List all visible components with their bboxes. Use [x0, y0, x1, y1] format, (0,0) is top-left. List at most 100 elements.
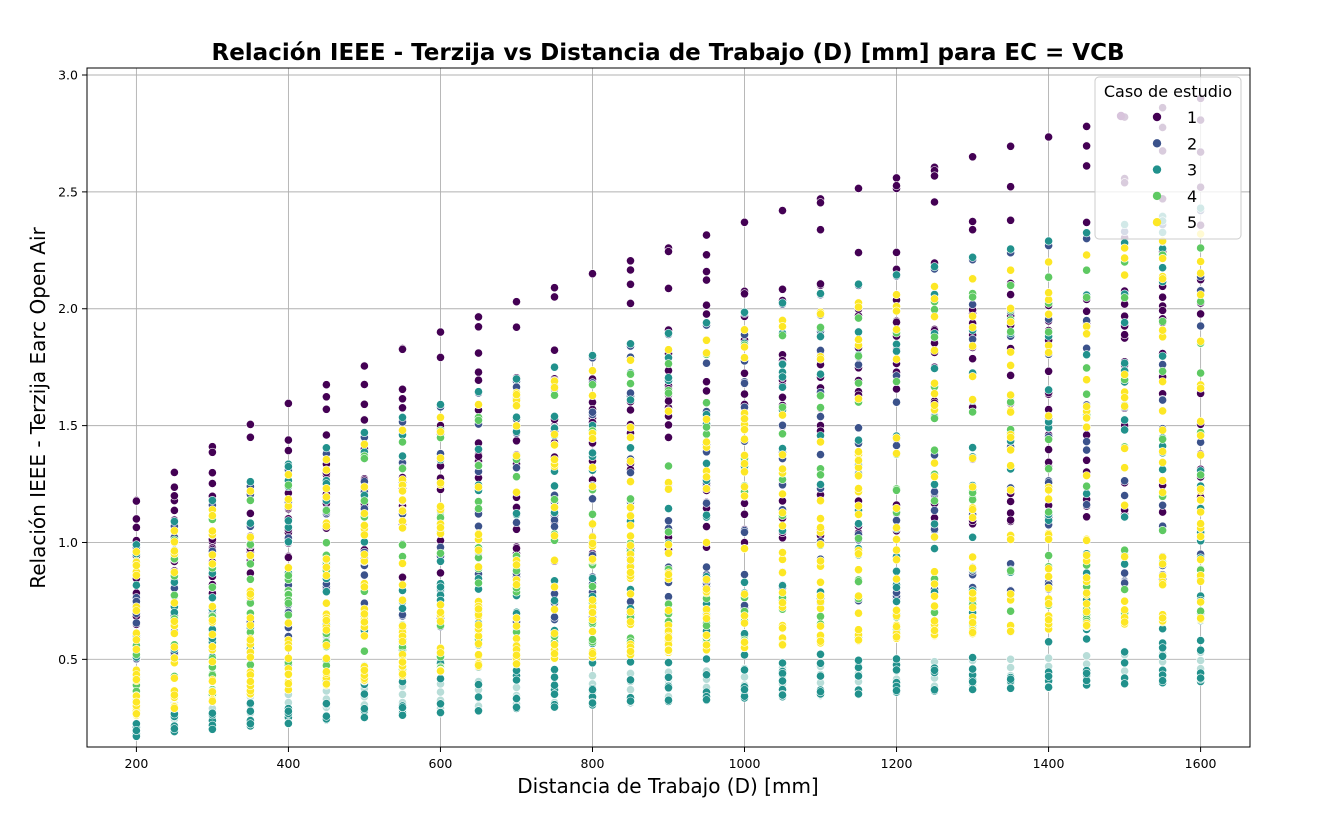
- data-point-series-3: [816, 369, 825, 379]
- data-point-series-5: [740, 618, 749, 628]
- data-point-series-4: [1120, 293, 1129, 303]
- data-point-series-5: [359, 550, 369, 559]
- data-point-series-4: [283, 480, 293, 490]
- x-tick-label: 1400: [1033, 756, 1065, 771]
- data-point-series-4: [1044, 551, 1053, 560]
- data-point-series-5: [702, 437, 711, 447]
- data-point-series-5: [1196, 597, 1205, 607]
- data-point-faded: [1006, 654, 1015, 664]
- data-point-series-3: [1196, 673, 1205, 683]
- data-point-series-5: [169, 673, 179, 683]
- data-point-series-4: [1158, 526, 1167, 535]
- data-point-series-5: [436, 427, 445, 437]
- data-point-series-5: [1006, 461, 1015, 471]
- data-point-series-1: [321, 392, 331, 402]
- data-point-series-3: [968, 685, 977, 694]
- data-point-series-1: [207, 479, 217, 488]
- data-point-series-3: [1196, 636, 1205, 645]
- data-point-series-5: [245, 486, 255, 496]
- data-point-series-5: [169, 690, 179, 700]
- data-point-series-2: [816, 412, 825, 421]
- data-point-series-5: [359, 521, 369, 530]
- data-point-series-5: [1196, 555, 1205, 564]
- data-point-series-5: [207, 602, 217, 611]
- data-point-series-3: [588, 351, 597, 360]
- data-point-series-5: [1044, 599, 1053, 609]
- data-point-series-5: [512, 390, 521, 400]
- data-point-series-4: [1006, 280, 1015, 290]
- data-point-series-4: [854, 534, 863, 543]
- data-point-series-1: [207, 447, 217, 457]
- data-point-series-3: [474, 387, 483, 397]
- data-point-series-5: [702, 414, 711, 424]
- data-point-series-5: [169, 653, 179, 663]
- data-point-series-3: [1082, 668, 1091, 678]
- data-point-series-5: [245, 635, 255, 645]
- data-point-series-5: [1120, 500, 1129, 510]
- data-point-series-5: [626, 589, 635, 599]
- data-point-series-2: [740, 570, 749, 579]
- data-point-series-5: [778, 521, 787, 531]
- data-point-series-1: [854, 183, 863, 193]
- data-point-series-5: [664, 540, 673, 550]
- data-point-series-3: [588, 698, 597, 708]
- data-point-series-5: [1044, 485, 1053, 495]
- data-point-series-2: [930, 487, 939, 497]
- data-point-series-5: [131, 547, 141, 557]
- data-point-series-5: [1044, 494, 1053, 504]
- data-point-series-3: [283, 537, 293, 547]
- data-point-series-3: [1158, 651, 1167, 661]
- data-point-series-5: [398, 621, 407, 631]
- data-point-series-1: [550, 292, 559, 302]
- data-point-series-3: [626, 675, 635, 685]
- data-point-series-3: [1120, 658, 1129, 668]
- data-point-series-3: [892, 346, 901, 356]
- data-point-series-4: [664, 461, 673, 471]
- data-point-series-5: [740, 467, 749, 477]
- data-point-series-5: [892, 433, 901, 443]
- data-point-series-5: [398, 657, 407, 667]
- data-point-series-5: [321, 679, 331, 689]
- data-point-series-5: [1196, 484, 1205, 494]
- data-point-series-5: [1196, 257, 1205, 266]
- data-point-series-5: [1082, 621, 1091, 630]
- data-point-series-5: [664, 548, 673, 558]
- data-point-series-5: [436, 501, 445, 511]
- data-point-series-4: [588, 380, 597, 390]
- data-point-series-1: [512, 436, 521, 446]
- data-point-series-1: [283, 553, 293, 562]
- data-point-series-1: [169, 491, 179, 501]
- chart-title: Relación IEEE - Terzija vs Distancia de …: [211, 40, 1124, 66]
- data-point-series-5: [930, 472, 939, 482]
- data-point-series-3: [550, 596, 559, 605]
- data-point-series-5: [550, 440, 559, 450]
- data-point-series-5: [588, 366, 597, 376]
- legend: Caso de estudio 1 2 3 4 5: [1094, 76, 1242, 240]
- data-point-series-3: [474, 444, 483, 454]
- data-point-series-5: [1196, 613, 1205, 623]
- legend-label-5: 5: [1187, 213, 1197, 232]
- data-point-series-1: [588, 269, 597, 279]
- data-point-series-3: [664, 373, 673, 383]
- data-point-series-1: [968, 152, 977, 162]
- data-point-series-4: [588, 582, 597, 591]
- data-point-series-5: [854, 510, 863, 519]
- data-point-series-5: [550, 629, 559, 638]
- data-point-series-3: [436, 556, 445, 566]
- data-point-series-5: [1082, 413, 1091, 423]
- data-point-series-5: [207, 687, 217, 697]
- data-point-series-5: [321, 483, 331, 493]
- data-point-series-5: [816, 437, 825, 447]
- data-point-series-5: [1006, 407, 1015, 417]
- data-point-series-4: [1196, 368, 1205, 378]
- data-point-series-3: [816, 687, 825, 697]
- data-point-series-4: [398, 464, 407, 473]
- data-point-series-1: [1082, 455, 1091, 465]
- data-point-series-3: [816, 332, 825, 341]
- data-point-series-5: [359, 439, 369, 449]
- data-point-series-3: [892, 686, 901, 695]
- data-point-series-5: [1082, 573, 1091, 583]
- data-point-series-3: [1120, 679, 1129, 689]
- data-point-series-1: [702, 309, 711, 319]
- data-point-series-1: [702, 275, 711, 285]
